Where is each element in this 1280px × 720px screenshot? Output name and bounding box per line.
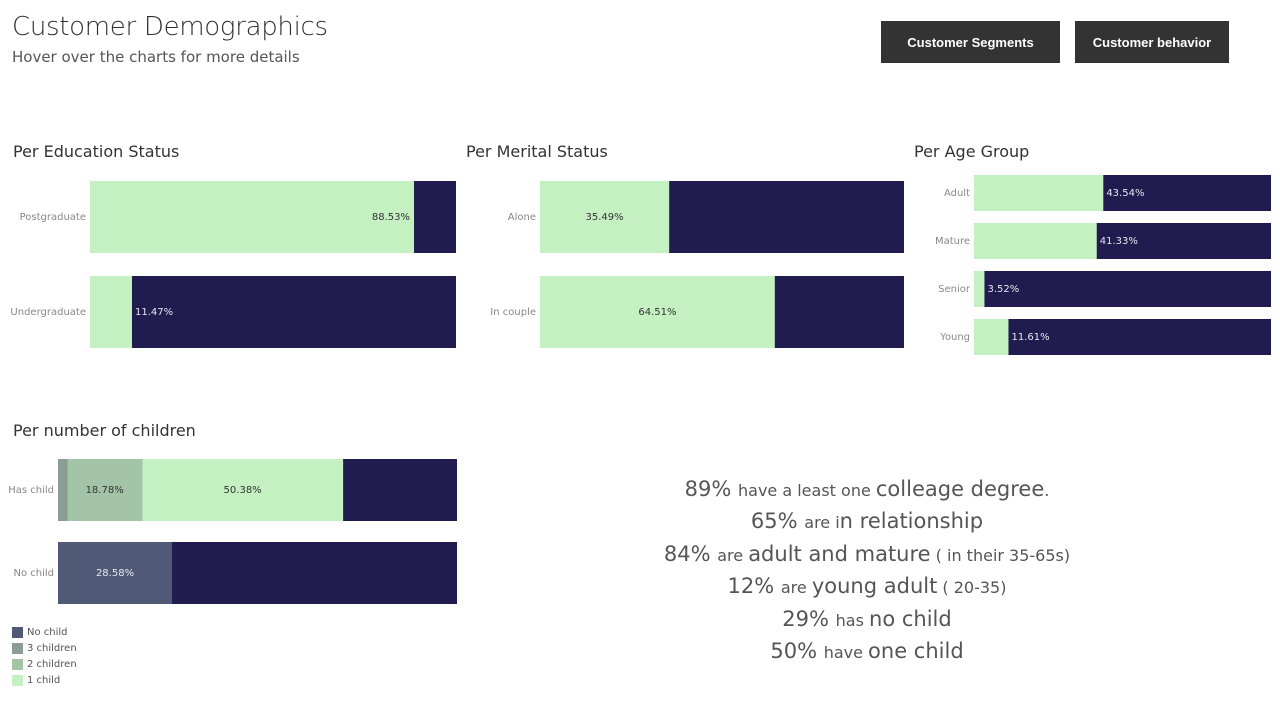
children-chart-title: Per number of children [13, 421, 196, 440]
data-label: 41.33% [1100, 236, 1138, 247]
insight-text: 12% [727, 574, 781, 599]
category-label: Adult [944, 188, 970, 199]
insight-text: 29% [782, 606, 836, 631]
legend-label: 2 children [27, 658, 77, 670]
insight-line: 50% have one child [572, 636, 1162, 668]
bar-segment [974, 175, 1104, 211]
data-label: 64.51% [638, 307, 676, 318]
data-label: 88.53% [372, 212, 410, 223]
age-chart-title: Per Age Group [914, 142, 1030, 161]
insight-line: 89% have a least one colleage degree. [572, 474, 1162, 506]
insight-text: are [780, 578, 812, 598]
insight-text: no child [869, 606, 952, 631]
data-label: 43.54% [1106, 188, 1144, 199]
legend-item-1-child: 1 child [12, 672, 77, 688]
data-label: 11.47% [135, 307, 173, 318]
insight-text: colleage degree [875, 477, 1045, 501]
customer-segments-button[interactable]: Customer Segments [881, 21, 1060, 63]
insight-text: ( in their 35-65s) [930, 545, 1071, 565]
education-chart-title: Per Education Status [13, 142, 180, 161]
insight-text: young adult [811, 574, 938, 599]
data-label: 50.38% [224, 485, 262, 496]
category-label: Senior [938, 284, 971, 295]
bar-remainder [90, 276, 456, 348]
category-label: No child [13, 568, 54, 579]
data-label: 11.61% [1011, 332, 1049, 343]
bar-segment [58, 542, 173, 604]
insight-line: 29% has no child [572, 604, 1162, 636]
category-label: Young [939, 332, 970, 343]
insight-line: 65% are in relationship [572, 506, 1162, 538]
data-label: 3.52% [987, 284, 1019, 295]
insight-text: has [835, 610, 870, 630]
legend-swatch [12, 642, 23, 654]
category-label: Postgraduate [20, 212, 86, 223]
data-label: 28.58% [96, 568, 134, 579]
bar-remainder [974, 271, 1271, 307]
insight-text: are i [804, 513, 840, 533]
insight-text: adult and mature [748, 541, 931, 566]
children-legend: No child 3 children 2 children 1 child [12, 624, 77, 688]
data-label: 35.49% [586, 212, 624, 223]
bar-segment [974, 223, 1097, 259]
bar-segment [540, 181, 670, 253]
page-title: Customer Demographics [12, 12, 328, 42]
insight-text: 50% [770, 639, 824, 664]
legend-swatch [12, 658, 23, 670]
insight-text: n relationship [839, 509, 984, 534]
insight-text: are [717, 545, 749, 565]
bar-segment [90, 181, 415, 253]
legend-swatch [12, 674, 23, 686]
category-label: Mature [935, 236, 970, 247]
insight-text: have [823, 643, 869, 663]
insight-text: have a least one [738, 481, 876, 500]
insight-line: 12% are young adult ( 20-35) [572, 571, 1162, 603]
bar-segment [974, 271, 985, 307]
category-label: Undergraduate [10, 307, 86, 318]
legend-item-no-child: No child [12, 624, 77, 640]
insights-panel: 89% have a least one colleage degree. 65%… [572, 474, 1162, 668]
insight-text: ( 20-35) [937, 578, 1007, 598]
legend-item-2-children: 2 children [12, 656, 77, 672]
page-subtitle: Hover over the charts for more details [12, 48, 300, 66]
legend-item-3-children: 3 children [12, 640, 77, 656]
legend-swatch [12, 626, 23, 638]
bar-segment [67, 459, 143, 521]
legend-label: 3 children [27, 642, 77, 654]
legend-label: 1 child [27, 674, 61, 686]
insight-line: 84% are adult and mature ( in their 35-6… [572, 539, 1162, 571]
bar-segment [90, 276, 132, 348]
insight-text: 89% [684, 477, 738, 501]
category-label: In couple [490, 307, 536, 318]
bar-segment [142, 459, 344, 521]
bar-segment [540, 276, 775, 348]
data-label: 18.78% [86, 485, 124, 496]
category-label: Alone [508, 212, 536, 223]
bar-segment [974, 319, 1009, 355]
legend-label: No child [27, 626, 68, 638]
insight-text: one child [868, 639, 964, 664]
bar-segment [58, 459, 68, 521]
insight-text: . [1044, 481, 1050, 500]
customer-behavior-button[interactable]: Customer behavior [1075, 21, 1229, 63]
category-label: Has child [8, 485, 54, 496]
marital-chart-title: Per Merital Status [466, 142, 608, 161]
insight-text: 65% [750, 509, 805, 534]
insight-text: 84% [663, 541, 718, 566]
bar-remainder [974, 319, 1271, 355]
